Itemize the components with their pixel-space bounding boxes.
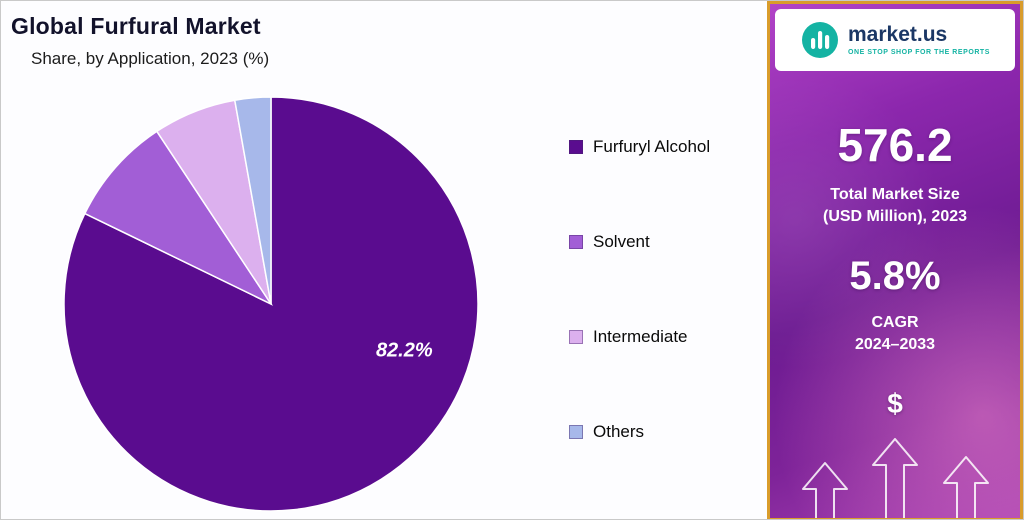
legend-swatch-furfuryl-alcohol: [569, 140, 583, 154]
market-size-value: 576.2: [837, 119, 953, 171]
logo-text: market.us One Stop Shop For The Reports: [848, 23, 990, 56]
legend-swatch-solvent: [569, 235, 583, 249]
market-size-label-line1: Total Market Size: [830, 186, 960, 204]
logo-brand: market.us: [848, 23, 948, 47]
legend-label: Furfuryl Alcohol: [593, 137, 711, 156]
legend-label: Solvent: [593, 232, 650, 251]
legend-item-solvent: Solvent: [569, 232, 710, 252]
dollar-icon: $: [887, 387, 903, 419]
cagr-label-line1: CAGR: [871, 314, 919, 332]
legend-item-furfuryl-alcohol: Furfuryl Alcohol: [569, 137, 710, 157]
page-title: Global Furfural Market: [11, 13, 261, 39]
cagr-label: CAGR 2024–2033: [770, 312, 1020, 355]
pie-chart-container: 82.2%: [56, 89, 486, 519]
legend-label: Intermediate: [593, 327, 688, 346]
brand-sidebar: market.us One Stop Shop For The Reports …: [767, 1, 1023, 519]
cagr-label-line2: 2024–2033: [854, 336, 936, 354]
market-size-label: Total Market Size (USD Million), 2023: [770, 184, 1020, 227]
legend-swatch-others: [569, 425, 583, 439]
logo-tagline: One Stop Shop For The Reports: [848, 48, 990, 56]
logo: market.us One Stop Shop For The Reports: [775, 9, 1015, 71]
chart-legend: Furfuryl Alcohol Solvent Intermediate Ot…: [569, 137, 710, 442]
chart-panel: Global Furfural Market Share, by Applica…: [1, 1, 769, 519]
pie-data-label: 82.2%: [375, 339, 433, 362]
chart-header: Global Furfural Market Share, by Applica…: [1, 1, 769, 69]
legend-label: Others: [593, 422, 645, 441]
market-size-label-line2: (USD Million), 2023: [822, 207, 968, 225]
pie-slice-others: [233, 96, 272, 305]
legend-item-others: Others: [569, 422, 710, 442]
cagr-value: 5.8%: [849, 254, 941, 299]
chart-subtitle: Share, by Application, 2023 (%): [31, 49, 270, 68]
marketus-logo-icon: [802, 22, 838, 58]
pie-chart: [63, 96, 479, 512]
legend-swatch-intermediate: [569, 330, 583, 344]
pie-slice-solvent: [83, 130, 274, 306]
growth-arrows-icon: [802, 438, 989, 518]
legend-item-intermediate: Intermediate: [569, 327, 710, 347]
